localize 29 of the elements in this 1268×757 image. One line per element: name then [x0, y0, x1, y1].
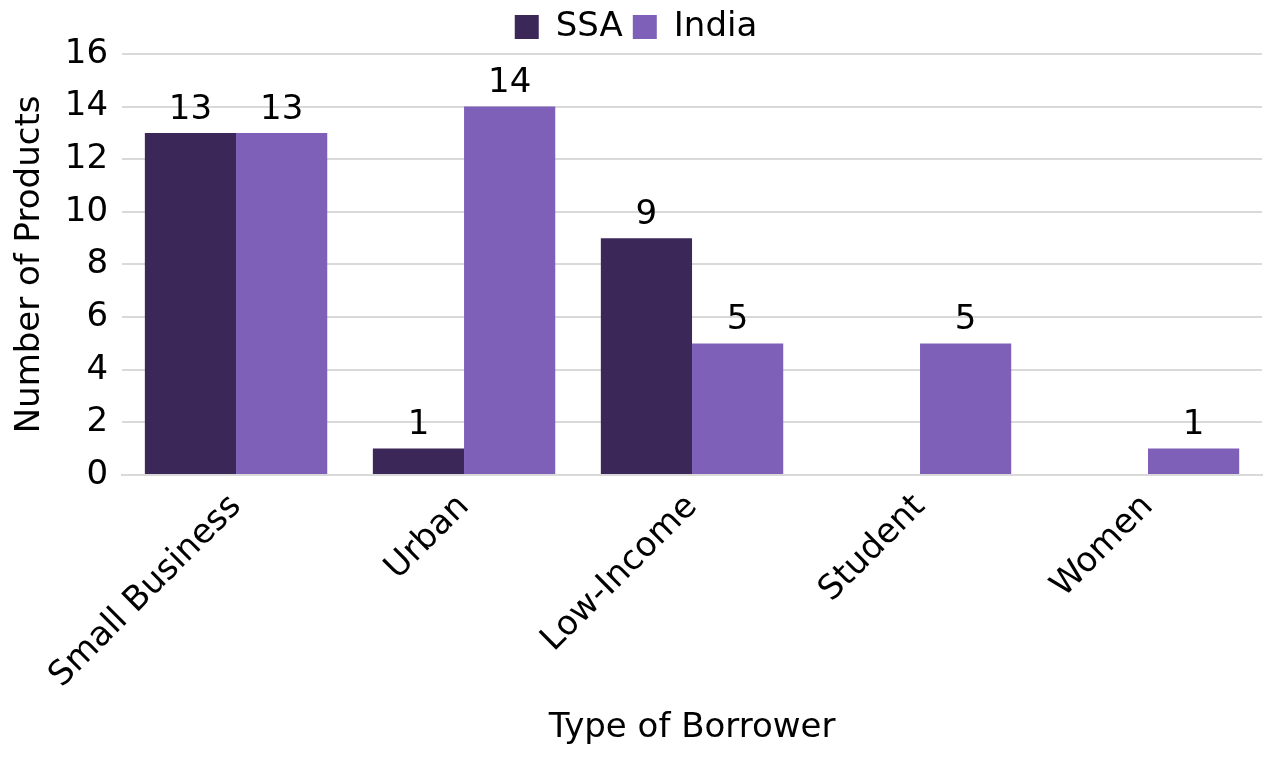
bar: [920, 343, 1012, 474]
bar: [692, 343, 784, 474]
legend-label: SSA: [555, 3, 623, 44]
bar: [600, 238, 693, 474]
data-label: 1: [1182, 402, 1205, 443]
bar: [464, 106, 556, 474]
data-label: 5: [726, 297, 749, 338]
data-label: 5: [954, 297, 977, 338]
legend-label: India: [673, 3, 758, 44]
x-axis-title: Type of Borrower: [547, 705, 836, 746]
y-tick-label: 2: [86, 399, 109, 440]
data-label: 1: [407, 402, 430, 443]
data-label: 9: [635, 191, 658, 232]
y-tick-label: 4: [86, 346, 109, 387]
data-label: 13: [168, 86, 213, 127]
y-tick-label: 14: [64, 83, 109, 124]
bar: [1148, 448, 1240, 474]
bar: [236, 132, 328, 474]
bar: [144, 132, 237, 474]
y-tick-label: 0: [86, 451, 109, 492]
bar: [372, 448, 465, 474]
data-label: 13: [260, 86, 304, 127]
y-tick-label: 8: [86, 241, 109, 282]
y-tick-label: 10: [64, 188, 109, 229]
y-tick-label: 6: [86, 293, 109, 334]
y-tick-label: 16: [64, 30, 109, 71]
y-axis-title: Number of Products: [7, 95, 48, 434]
y-tick-label: 12: [64, 136, 109, 177]
data-label: 14: [488, 60, 532, 101]
